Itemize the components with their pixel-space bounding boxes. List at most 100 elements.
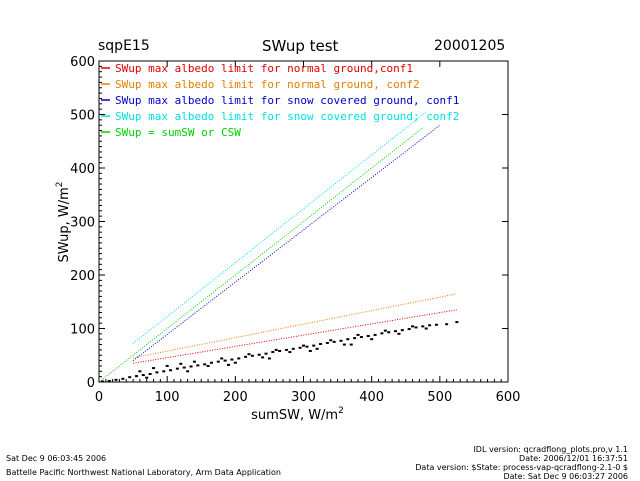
data-point [165,364,169,367]
data-point [271,351,275,354]
y-tick-label: 500 [70,109,95,124]
data-point [329,339,333,342]
data-point [261,356,265,359]
legend-label: SWup max albedo limit for snow covered g… [115,94,459,107]
data-point [319,343,323,346]
series-line-2 [132,124,441,361]
series-line-0 [133,309,457,364]
data-point [237,357,241,360]
data-point [291,347,295,350]
data-point [134,375,138,378]
data-point [411,325,415,328]
date-label: 20001205 [434,38,506,54]
y-tick-label: 100 [70,323,95,338]
data-point [196,364,200,367]
footer-timestamp: Sat Dec 9 06:03:45 2006 [6,454,107,463]
data-point [182,366,186,369]
legend-label: SWup max albedo limit for normal ground,… [115,62,413,75]
data-point [407,328,411,331]
y-tick-label: 200 [70,269,95,284]
footer-version-line: Date: Sat Dec 9 06:03:27 2006 [503,472,628,481]
data-point [230,358,234,361]
data-point [342,343,346,346]
data-point [175,367,179,370]
data-point [397,332,401,335]
legend-label: SWup max albedo limit for snow covered g… [115,110,459,123]
x-tick-label: 600 [496,390,521,405]
data-point [445,323,449,326]
data-point [339,339,343,342]
x-axis-label: sumSW, W/m2 [251,406,344,423]
data-point [332,340,336,343]
data-point [346,338,350,341]
data-point [244,355,248,358]
data-point [121,377,125,380]
data-point [186,370,190,373]
data-point [455,321,459,324]
x-tick-label: 500 [427,390,452,405]
series-line-4 [98,127,424,383]
data-point [100,380,104,383]
data-point [424,327,428,330]
data-point [325,341,329,344]
data-point [312,344,316,347]
data-point [380,332,384,335]
data-point [209,361,213,364]
data-point [138,370,142,373]
series-line-3 [132,111,427,344]
data-point [247,353,251,356]
axes: 0 100 200 300 400 500 600 0 100 200 300 400 500 600 su… [55,55,520,423]
y-tick-label: 600 [70,55,95,70]
footer-version-info: IDL version: qcradflong_plots.pro,v 1.1 … [415,445,628,481]
site-label: sqpE15 [98,38,150,54]
series-line-1 [132,293,457,359]
x-tick-label: 100 [155,390,180,405]
data-point [359,336,363,339]
data-point [227,363,231,366]
data-point [356,333,360,336]
data-point [216,360,220,363]
y-tick-label: 300 [70,216,95,231]
plot-marks [98,111,459,383]
y-tick-label: 0 [87,376,95,391]
legend: SWup max albedo limit for normal ground,… [101,62,459,139]
data-point [383,329,387,332]
data-point [233,361,237,364]
data-point [267,357,271,360]
y-tick-label: 400 [70,162,95,177]
data-point [302,344,305,347]
data-point [400,329,404,332]
footer-credit: Battelle Pacific Northwest National Labo… [6,468,281,477]
data-point [394,330,398,333]
scatter-chart: 0 100 200 300 400 500 600 0 100 200 300 400 500 600 su… [55,55,520,423]
data-point [223,359,227,362]
data-point [288,351,292,354]
data-point [315,347,319,350]
data-point [152,367,156,370]
data-point [353,337,357,340]
y-axis-label-superscript: 2 [55,181,65,187]
legend-label: SWup max albedo limit for normal ground,… [115,78,420,91]
data-point [387,331,391,334]
data-point [298,346,302,349]
data-point [414,326,418,329]
chart-title: SWup test [262,37,339,55]
x-tick-label: 0 [95,390,103,405]
data-point [308,349,312,352]
data-point [278,349,282,352]
data-point [421,325,425,328]
data-point [179,362,183,365]
data-point [434,323,438,326]
data-point [128,376,132,379]
data-point [284,348,288,351]
data-point [203,363,207,366]
data-point [370,338,374,341]
data-point [169,369,173,372]
footer-version-line: IDL version: qcradflong_plots.pro,v 1.1 [473,445,628,454]
data-point [145,376,149,379]
data-point [155,371,159,374]
data-point [162,370,166,373]
data-point [366,334,370,337]
data-point [274,348,278,351]
x-axis-label-superscript: 2 [338,406,344,416]
